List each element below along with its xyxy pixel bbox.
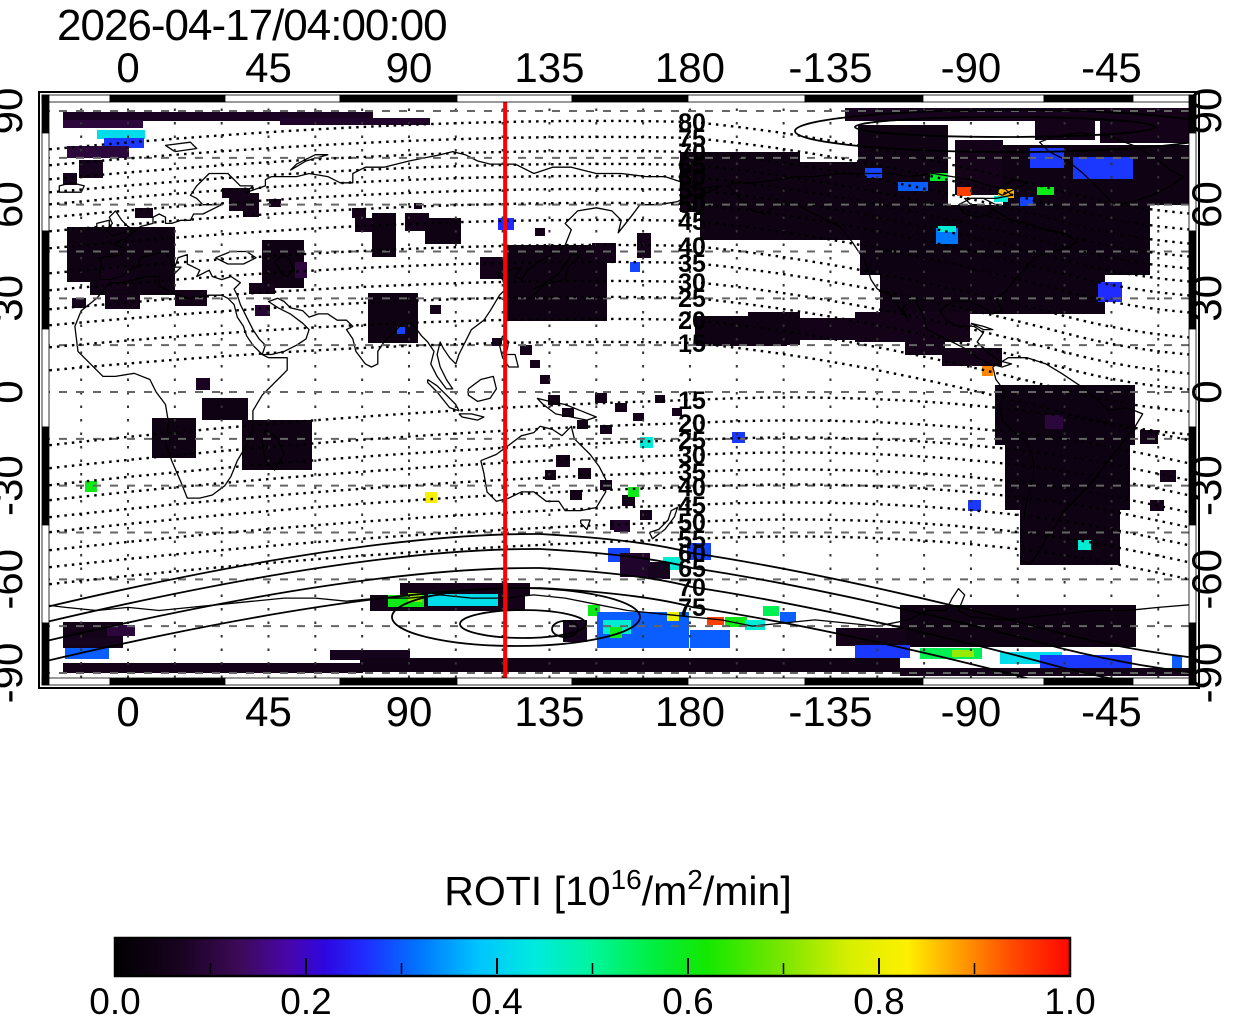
svg-text:35: 35: [678, 250, 706, 278]
colorbar-tick-label: 0.8: [853, 981, 904, 1022]
svg-text:35: 35: [678, 459, 706, 487]
svg-text:25: 25: [678, 285, 706, 313]
colorbar-tick-label: 1.0: [1044, 981, 1095, 1022]
magnetic-lat-contours: [42, 109, 1196, 685]
map-frame-border: [38, 91, 1200, 689]
colorbar-tick-label: 0.4: [471, 981, 522, 1022]
lat-tick-right: -30: [1183, 455, 1230, 516]
svg-text:75: 75: [678, 594, 706, 622]
lat-tick-left: 30: [0, 275, 31, 322]
lon-tick-top: 45: [245, 44, 292, 91]
lon-tick-top: -135: [788, 44, 872, 91]
svg-text:15: 15: [678, 330, 706, 358]
lon-tick-top: 90: [386, 44, 433, 91]
svg-text:60: 60: [678, 164, 706, 192]
svg-text:25: 25: [678, 427, 706, 455]
svg-text:50: 50: [678, 191, 706, 219]
svg-text:70: 70: [678, 139, 706, 167]
lat-tick-left: -30: [0, 455, 31, 516]
svg-text:45: 45: [678, 492, 706, 520]
colorbar-tick-label: 0.6: [662, 981, 713, 1022]
svg-text:20: 20: [678, 410, 706, 438]
lon-tick-top: 180: [655, 44, 725, 91]
colorbar-tick-label: 0.0: [89, 981, 140, 1022]
svg-text:40: 40: [678, 474, 706, 502]
lon-tick-top: -90: [941, 44, 1002, 91]
lon-tick-bottom: 45: [245, 688, 292, 735]
lon-tick-bottom: -45: [1081, 688, 1142, 735]
svg-text:70: 70: [678, 574, 706, 602]
lat-tick-right: 30: [1183, 275, 1230, 322]
lat-tick-left: -90: [0, 643, 31, 704]
svg-text:55: 55: [678, 177, 706, 205]
svg-text:65: 65: [678, 152, 706, 180]
svg-text:80: 80: [678, 109, 706, 137]
timestamp-title: 2026-04-17/04:00:00: [57, 1, 447, 50]
lon-tick-bottom: -135: [788, 688, 872, 735]
lon-tick-top: 0: [116, 44, 139, 91]
latlon-grid: [42, 95, 1196, 685]
lat-tick-right: -90: [1183, 643, 1230, 704]
svg-text:50: 50: [678, 509, 706, 537]
svg-text:75: 75: [678, 125, 706, 153]
lon-tick-bottom: 180: [655, 688, 725, 735]
svg-text:15: 15: [678, 387, 706, 415]
svg-text:65: 65: [678, 555, 706, 583]
colorbar-title: ROTI [1016/m2/min]: [444, 864, 791, 914]
lon-tick-bottom: 135: [514, 688, 584, 735]
colorbar-ticks: [209, 958, 976, 974]
lon-tick-top: 135: [514, 44, 584, 91]
colorbar-tick-labels: 0.0 0.2 0.4 0.6 0.8 1.0: [89, 981, 1095, 1022]
svg-text:20: 20: [678, 307, 706, 335]
lat-tick-right: -60: [1183, 549, 1230, 610]
lon-tick-bottom: 0: [116, 688, 139, 735]
lat-tick-left: 0: [0, 380, 31, 403]
svg-text:45: 45: [678, 208, 706, 236]
map-panel: 8075706560555045403530252015152025303540…: [38, 91, 1200, 689]
svg-text:40: 40: [678, 233, 706, 261]
lat-tick-left: 60: [0, 181, 31, 228]
svg-text:30: 30: [678, 269, 706, 297]
lon-tick-bottom: 90: [386, 688, 433, 735]
colorbar-tick-label: 0.2: [280, 981, 331, 1022]
roti-data-cells: [63, 108, 1196, 676]
colorbar: ROTI [1016/m2/min] 0.0 0.2 0.4 0.6 0.8 1.0: [89, 864, 1095, 1022]
lat-tick-left: -60: [0, 549, 31, 610]
axis-tick-labels: 0045459090135135180180-135-135-90-90-45-…: [0, 44, 1230, 735]
contour-labels: 8075706560555045403530252015152025303540…: [678, 109, 706, 622]
lat-tick-right: 0: [1183, 380, 1230, 403]
lat-tick-right: 90: [1183, 88, 1230, 135]
lon-tick-top: -45: [1081, 44, 1142, 91]
lat-tick-right: 60: [1183, 181, 1230, 228]
svg-text:30: 30: [678, 442, 706, 470]
svg-text:55: 55: [678, 526, 706, 554]
lon-tick-bottom: -90: [941, 688, 1002, 735]
lat-tick-left: 90: [0, 88, 31, 135]
svg-text:60: 60: [678, 540, 706, 568]
